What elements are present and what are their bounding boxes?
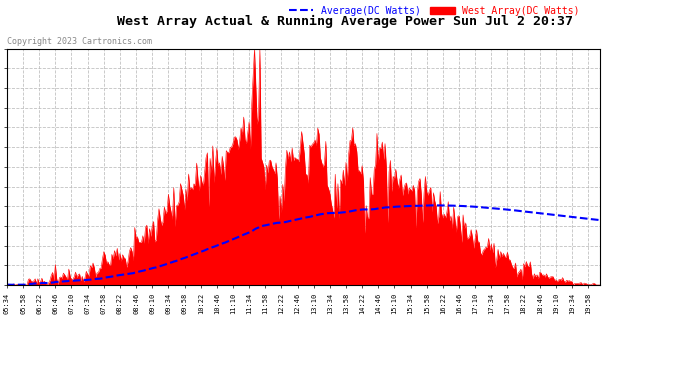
- Legend: Average(DC Watts), West Array(DC Watts): Average(DC Watts), West Array(DC Watts): [285, 2, 584, 20]
- Text: West Array Actual & Running Average Power Sun Jul 2 20:37: West Array Actual & Running Average Powe…: [117, 15, 573, 28]
- Text: Copyright 2023 Cartronics.com: Copyright 2023 Cartronics.com: [7, 38, 152, 46]
